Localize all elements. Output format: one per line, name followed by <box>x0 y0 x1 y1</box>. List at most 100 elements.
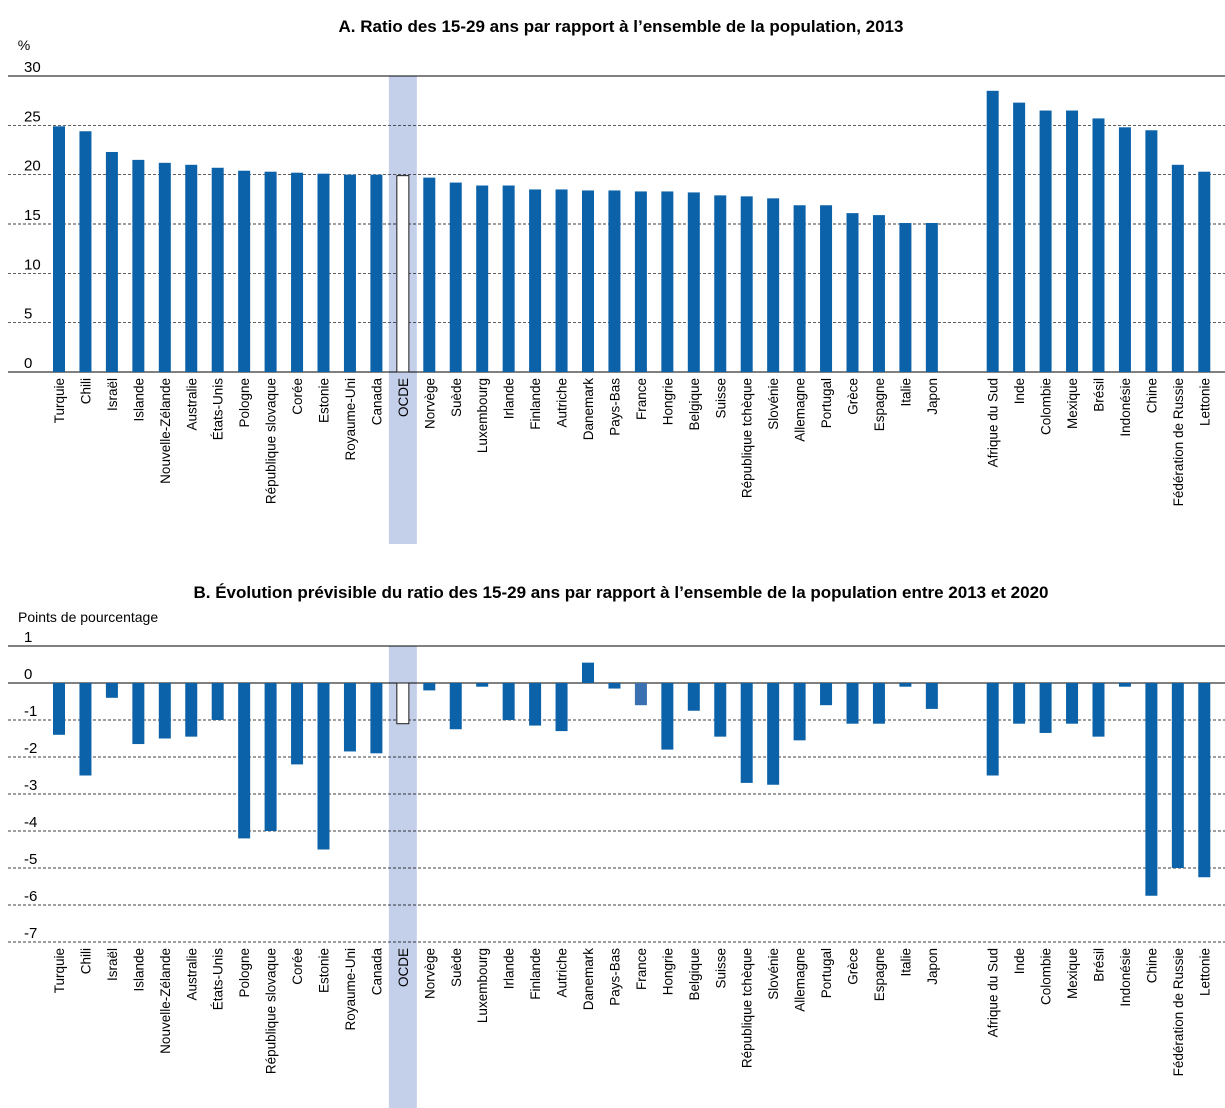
category-label-inde: Inde <box>1012 378 1027 404</box>
bar-republique-tcheque <box>740 196 753 372</box>
category-label-italie: Italie <box>898 948 913 977</box>
bar-indonesie <box>1118 683 1131 687</box>
category-label-suisse: Suisse <box>713 948 728 989</box>
category-label-slovenie: Slovénie <box>766 378 781 430</box>
category-label-coree: Corée <box>290 948 305 985</box>
category-label-chine: Chine <box>1144 378 1159 413</box>
y-tick-label: 20 <box>24 158 41 175</box>
chart-title: B. Évolution prévisible du ratio des 15-… <box>194 583 1049 602</box>
bar-mexique <box>1066 110 1079 373</box>
bar-indonesie <box>1118 127 1131 372</box>
category-label-pays-bas: Pays-Bas <box>607 948 622 1006</box>
y-tick-label: 15 <box>24 207 41 224</box>
bar-ocde <box>396 682 410 725</box>
category-label-grece: Grèce <box>846 378 861 415</box>
category-label-mexique: Mexique <box>1065 948 1080 999</box>
category-label-coree: Corée <box>290 378 305 415</box>
bar-pologne <box>238 683 251 839</box>
category-label-indonesie: Indonésie <box>1118 378 1133 437</box>
bar-islande <box>132 683 145 745</box>
bar-chili <box>79 683 92 776</box>
category-label-republique-slovaque: République slovaque <box>264 378 279 504</box>
panel-a-chart: A. Ratio des 15-29 ans par rapport à l’e… <box>8 17 1225 544</box>
category-label-estonie: Estonie <box>317 948 332 993</box>
bar-allemagne <box>793 205 806 372</box>
bar-afrique-du-sud <box>986 683 999 776</box>
bar-republique-slovaque <box>264 683 277 831</box>
y-tick-label: -1 <box>24 703 37 720</box>
bar-etats-unis <box>211 167 224 372</box>
category-label-republique-tcheque: République tchèque <box>740 948 755 1068</box>
bar-portugal <box>820 205 833 372</box>
bar-nouvelle-zelande <box>158 683 171 739</box>
bar-espagne <box>872 215 885 372</box>
category-label-israel: Israël <box>105 948 120 981</box>
category-label-finlande: Finlande <box>528 948 543 1000</box>
bar-luxembourg <box>476 683 489 687</box>
bar-pologne <box>238 170 251 372</box>
bar-autriche <box>555 683 568 732</box>
bar-lettonie <box>1198 683 1211 878</box>
bar-italie <box>899 683 912 687</box>
y-tick-label: 0 <box>24 666 32 683</box>
category-label-slovenie: Slovénie <box>766 948 781 1000</box>
bar-turquie <box>53 126 65 372</box>
category-label-indonesie: Indonésie <box>1118 948 1133 1007</box>
category-label-australie: Australie <box>184 378 199 431</box>
bar-irlande <box>502 185 515 372</box>
category-label-ocde: OCDE <box>396 948 411 987</box>
category-label-etats-unis: États-Unis <box>211 378 226 441</box>
bar-israel <box>105 151 118 372</box>
bar-canada <box>370 174 383 372</box>
category-label-australie: Australie <box>184 948 199 1001</box>
category-label-republique-slovaque: République slovaque <box>264 948 279 1074</box>
bar-suisse <box>714 195 727 372</box>
category-label-nouvelle-zelande: Nouvelle-Zélande <box>158 948 173 1054</box>
category-label-afrique-du-sud: Afrique du Sud <box>986 378 1001 467</box>
bar-republique-tcheque <box>740 683 753 783</box>
bar-canada <box>370 683 383 754</box>
bar-france <box>634 683 647 706</box>
y-tick-label: 30 <box>24 59 41 76</box>
y-unit-label: Points de pourcentage <box>18 609 158 625</box>
y-tick-label: -4 <box>24 814 37 831</box>
category-label-norvege: Norvège <box>422 948 437 999</box>
bar-coree <box>291 683 304 765</box>
category-label-portugal: Portugal <box>819 378 834 428</box>
bar-belgique <box>687 192 700 372</box>
bar-suede <box>449 683 462 730</box>
bar-inde <box>1013 102 1026 372</box>
category-label-finlande: Finlande <box>528 378 543 430</box>
category-label-chine: Chine <box>1144 948 1159 983</box>
bar-bresil <box>1092 118 1105 372</box>
bar-slovenie <box>767 198 780 372</box>
category-label-espagne: Espagne <box>872 948 887 1001</box>
bar-colombie <box>1039 683 1052 733</box>
category-label-hongrie: Hongrie <box>660 948 675 995</box>
category-label-estonie: Estonie <box>317 378 332 423</box>
y-tick-label: -7 <box>24 925 37 942</box>
bar-lettonie <box>1198 171 1211 372</box>
bar-republique-slovaque <box>264 171 277 372</box>
category-label-federation-de-russie: Fédération de Russie <box>1171 948 1186 1076</box>
category-label-espagne: Espagne <box>872 378 887 431</box>
bar-federation-de-russie <box>1171 683 1184 868</box>
category-label-autriche: Autriche <box>555 948 570 998</box>
bar-islande <box>132 159 145 372</box>
bar-hongrie <box>661 191 674 372</box>
category-label-ocde: OCDE <box>396 378 411 417</box>
category-label-danemark: Danemark <box>581 948 596 1011</box>
category-label-federation-de-russie: Fédération de Russie <box>1171 378 1186 506</box>
bar-danemark <box>582 190 594 372</box>
y-tick-label: -3 <box>24 777 37 794</box>
category-label-grece: Grèce <box>846 948 861 985</box>
category-label-irlande: Irlande <box>502 378 517 419</box>
category-label-chili: Chili <box>78 378 93 404</box>
bar-nouvelle-zelande <box>158 162 171 372</box>
category-label-belgique: Belgique <box>687 378 702 431</box>
bar-irlande <box>502 683 515 720</box>
category-label-inde: Inde <box>1012 948 1027 974</box>
bar-israel <box>105 683 118 698</box>
bar-finlande <box>529 683 542 726</box>
